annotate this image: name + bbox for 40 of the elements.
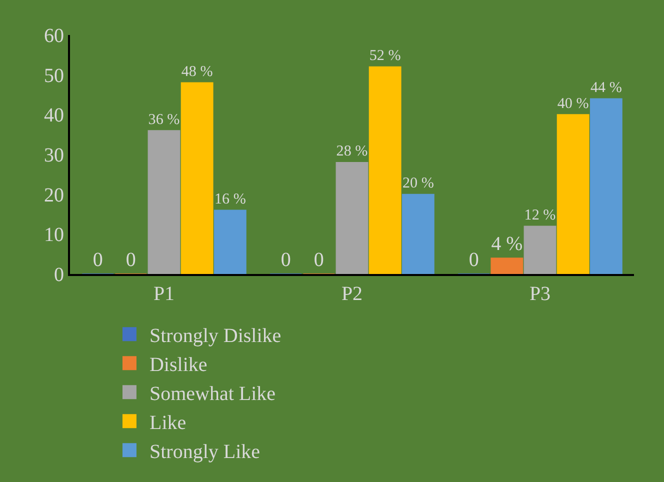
data-label: 36 % — [148, 112, 180, 128]
data-label: 0 — [468, 249, 479, 271]
bar — [590, 98, 622, 274]
bar — [490, 258, 524, 274]
legend-label: Strongly Dislike — [149, 324, 282, 347]
y-tick-label: 10 — [44, 224, 64, 246]
legend-label: Somewhat Like — [149, 382, 276, 405]
bar — [214, 210, 246, 274]
data-label: 12 % — [524, 207, 556, 224]
data-label: 40 % — [557, 96, 590, 112]
data-label: 20 % — [402, 176, 434, 192]
data-label: 0 — [314, 249, 324, 271]
bar — [368, 66, 402, 274]
x-tick-label: P1 — [153, 283, 175, 305]
data-label: 16 % — [214, 192, 246, 208]
data-label: 4 % — [491, 233, 523, 256]
y-tick-label: 40 — [44, 104, 64, 127]
x-tick-label: P2 — [341, 283, 363, 305]
bar — [180, 82, 214, 274]
bar — [402, 194, 434, 274]
bar — [556, 114, 590, 274]
bar — [148, 130, 180, 274]
x-tick-label: P3 — [529, 283, 551, 305]
legend-label: Dislike — [149, 354, 208, 376]
y-tick-label: 60 — [44, 25, 64, 47]
data-label: 52 % — [369, 48, 402, 64]
data-label: 0 — [280, 249, 291, 271]
y-tick-label: 20 — [44, 184, 64, 206]
bar — [524, 226, 556, 274]
legend-label: Like — [149, 412, 186, 434]
y-tick-label: 50 — [44, 64, 64, 87]
data-label: 28 % — [336, 144, 368, 160]
data-label: 44 % — [590, 80, 622, 96]
legend-label: Strongly Like — [149, 440, 260, 463]
data-label: 0 — [126, 249, 136, 271]
bar — [336, 162, 368, 274]
y-tick-label: 30 — [44, 144, 64, 166]
y-tick-label: 0 — [54, 264, 64, 286]
data-label: 0 — [92, 249, 103, 271]
data-label: 48 % — [181, 64, 214, 80]
